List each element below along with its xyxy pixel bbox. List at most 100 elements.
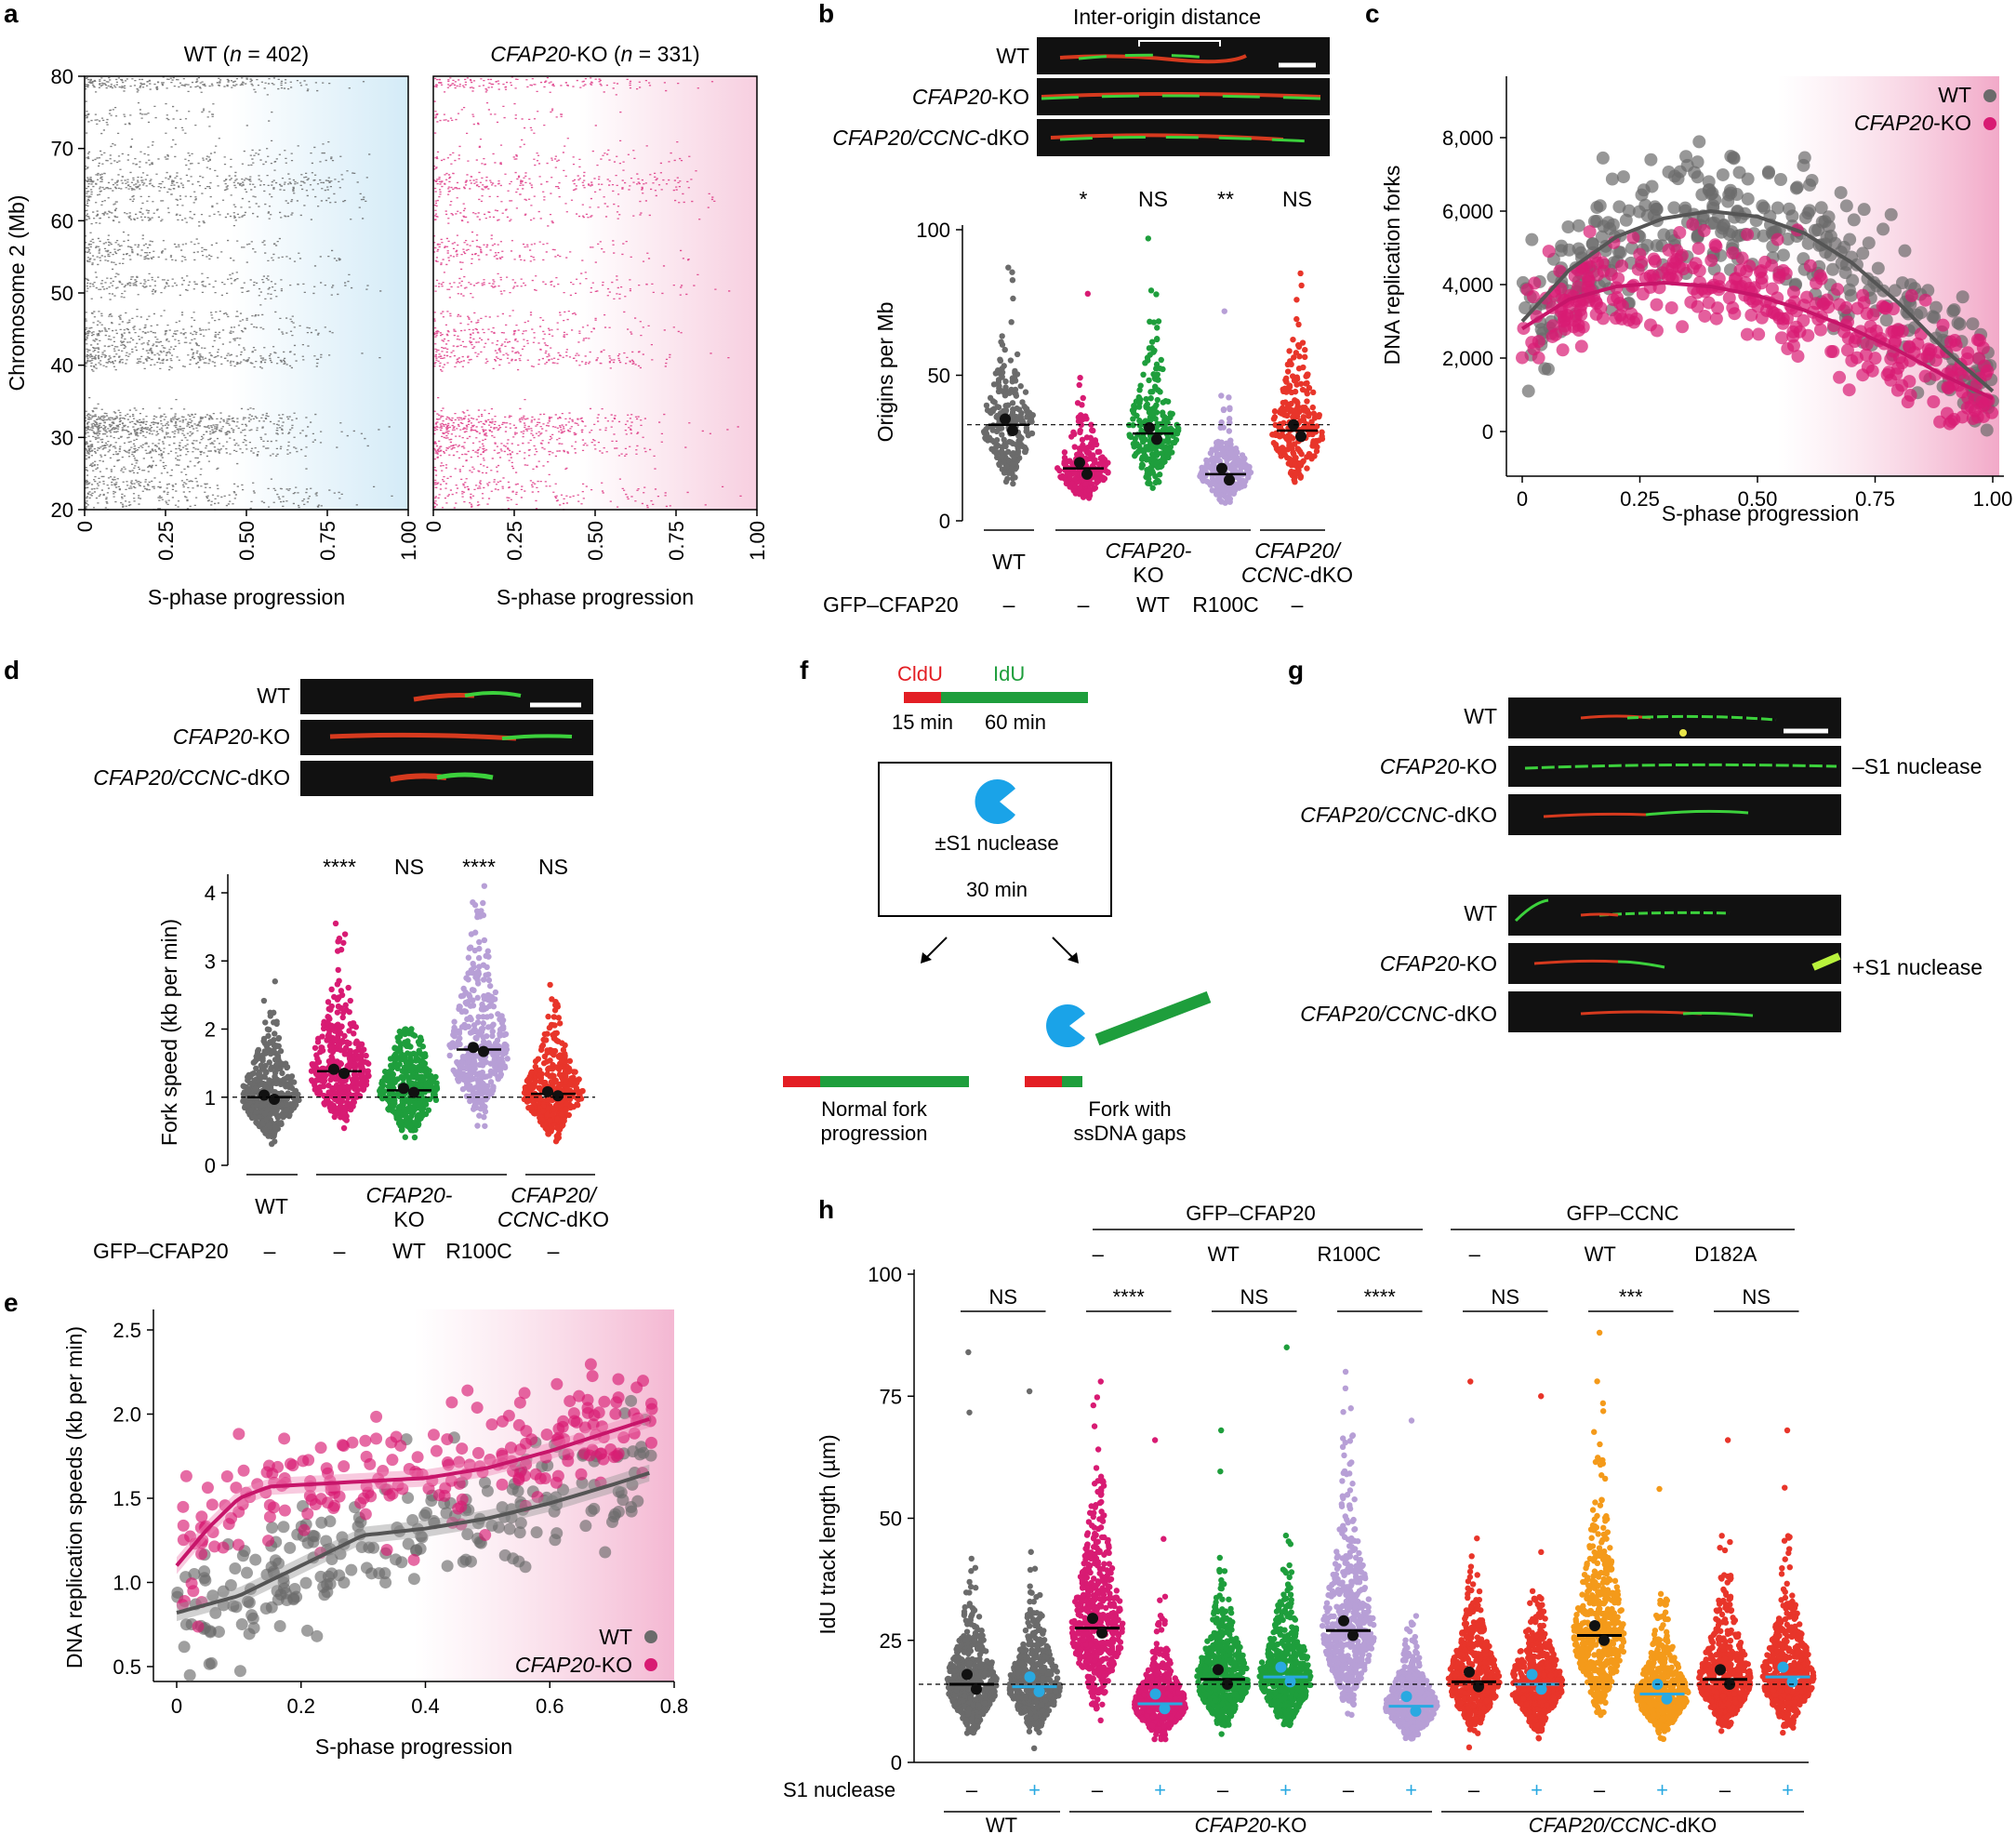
panel-c-point xyxy=(1558,313,1572,327)
panel-c-point xyxy=(1833,370,1847,384)
panel-b-swarm-point xyxy=(1170,439,1176,446)
panel-b-swarm-point xyxy=(1286,382,1293,389)
panel-e-point xyxy=(278,1504,291,1517)
panel-d-swarm-point xyxy=(539,1117,546,1123)
panel-d-swarm-point xyxy=(381,1069,389,1075)
panel-b-swarm-point xyxy=(1223,440,1230,446)
panel-b-swarm-point xyxy=(1017,441,1025,448)
panel-c-xtick-label: 0 xyxy=(1517,487,1528,511)
panel-e-point xyxy=(395,1556,408,1569)
panel-c-point xyxy=(1814,201,1828,215)
panel-c-point xyxy=(1927,394,1941,408)
panel-b-replicate-mean xyxy=(1151,433,1162,445)
panel-b-swarm-point xyxy=(1147,389,1154,395)
panel-d-swarm-point xyxy=(275,1035,282,1043)
panel-f-nuclease-icon xyxy=(975,778,1015,825)
panel-b-swarm-point xyxy=(1211,481,1218,487)
panel-d-swarm-point xyxy=(272,1080,280,1087)
panel-d-swarm-point xyxy=(332,1037,338,1044)
panel-c-point xyxy=(1724,186,1738,200)
panel-d-swarm-point xyxy=(547,1117,553,1124)
panel-e-point xyxy=(585,1505,598,1518)
panel-d-swarm-point xyxy=(419,1110,426,1118)
panel-h-swarm-point xyxy=(973,1585,979,1591)
panel-b-swarm-point xyxy=(1077,374,1083,381)
panel-d-swarm-point xyxy=(471,901,479,909)
panel-b-swarm-point xyxy=(1292,388,1299,395)
panel-b-swarm-point xyxy=(1001,392,1009,399)
panel-e-point xyxy=(266,1522,279,1535)
panel-c-point xyxy=(1797,151,1811,165)
panel-d-swarm-point xyxy=(406,1074,413,1081)
panel-d-swarm-point xyxy=(476,945,483,952)
panel-b-swarm-point xyxy=(1089,427,1095,433)
panel-h-swarm-point xyxy=(949,1697,956,1705)
panel-d-swarm-point xyxy=(258,1074,264,1082)
panel-d-swarm-point xyxy=(467,1083,473,1089)
panel-d-swarm-point xyxy=(549,1050,555,1057)
panel-c-point xyxy=(1841,331,1855,345)
panel-d-swarm-point xyxy=(490,1084,497,1092)
panel-b-replicate-mean xyxy=(1000,413,1011,425)
panel-d-swarm-point xyxy=(266,1079,272,1085)
panel-c-point xyxy=(1667,201,1681,215)
panel-b-swarm-point xyxy=(1009,269,1015,275)
panel-d-swarm-point xyxy=(391,1079,398,1085)
panel-b-swarm-point xyxy=(1219,447,1226,454)
panel-c-point xyxy=(1692,135,1706,149)
panel-b-swarm-point xyxy=(1145,357,1151,364)
panel-d-image-dko xyxy=(300,761,593,796)
panel-b-swarm-point xyxy=(1003,463,1010,470)
panel-d-swarm-point xyxy=(474,1019,482,1026)
panel-c-point xyxy=(1635,188,1649,202)
panel-d-swarm-point xyxy=(312,1082,318,1088)
panel-b-ytick-label: 100 xyxy=(916,219,950,242)
panel-e-point xyxy=(302,1454,315,1467)
panel-d-row-wt: WT xyxy=(257,684,290,708)
panel-b-swarm-point xyxy=(1300,417,1307,423)
panel-e-point xyxy=(594,1447,607,1460)
panel-h-swarm-point xyxy=(971,1638,978,1644)
panel-h-swarm-point xyxy=(954,1655,962,1661)
panel-d-swarm-point xyxy=(559,1057,565,1064)
panel-d-swarm-point xyxy=(361,1083,367,1090)
panel-b-swarm-point xyxy=(987,394,994,402)
panel-d-swarm-point xyxy=(400,1075,406,1083)
panel-e-point xyxy=(512,1418,525,1431)
panel-c-point xyxy=(1839,199,1853,213)
panel-b-swarm-point xyxy=(1077,429,1083,436)
panel-b-swarm-point xyxy=(1009,471,1015,477)
panel-b-swarm-point xyxy=(1309,404,1316,411)
panel-e-point xyxy=(637,1375,650,1388)
panel-b-swarm-point xyxy=(1299,386,1306,393)
panel-b-swarm-point xyxy=(997,356,1003,363)
panel-b-swarm-point xyxy=(1140,371,1147,379)
panel-d-swarm-point xyxy=(325,1005,332,1013)
panel-d-swarm-point xyxy=(474,994,481,1002)
panel-c-point xyxy=(1926,310,1940,324)
panel-d-swarm-point xyxy=(570,1074,577,1081)
panel-d-swarm-point xyxy=(408,1112,415,1120)
panel-b-swarm-point xyxy=(1145,480,1151,486)
panel-e-point xyxy=(530,1526,543,1539)
panel-c-point xyxy=(1759,303,1773,317)
panel-f-time1: 15 min xyxy=(892,711,953,734)
panel-d-swarm-point xyxy=(328,1022,335,1030)
panel-d-swarm-point xyxy=(474,913,481,921)
panel-d-swarm-point xyxy=(503,1043,510,1049)
panel-b-swarm-point xyxy=(1099,454,1106,460)
panel-b-swarm-point xyxy=(1153,336,1161,343)
panel-c-point xyxy=(1914,306,1928,320)
panel-c-point xyxy=(1732,166,1746,179)
panel-d-swarm-point xyxy=(548,1128,554,1135)
panel-c-point xyxy=(1633,247,1647,261)
panel-g-row-wt-minus: WT xyxy=(1464,704,1497,728)
panel-b-swarm-point xyxy=(1143,395,1149,403)
panel-d-swarm-point xyxy=(290,1079,298,1085)
panel-e-point xyxy=(179,1469,192,1482)
panel-d-swarm-point xyxy=(332,920,339,927)
panel-d-swarm-point xyxy=(460,985,467,992)
panel-d-swarm-point xyxy=(329,1084,337,1092)
panel-b-swarm-point xyxy=(1015,406,1023,413)
